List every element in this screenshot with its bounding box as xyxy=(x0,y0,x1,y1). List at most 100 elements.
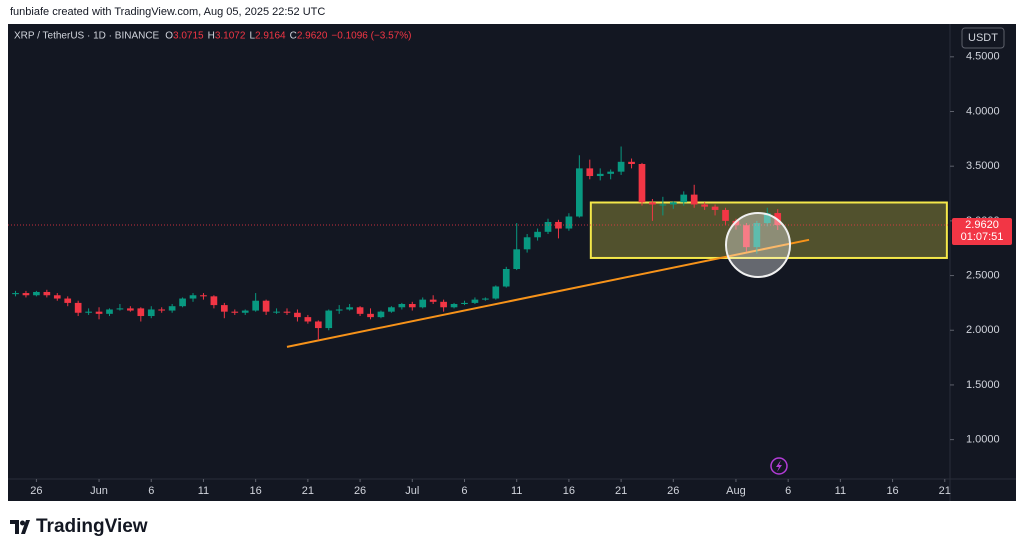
candle-body xyxy=(701,204,708,207)
ohlc-value: 2.9620 xyxy=(297,31,328,42)
x-tick-label: 6 xyxy=(461,485,467,497)
alert-icon-bolt xyxy=(776,460,782,472)
logo-dot xyxy=(20,520,25,526)
candle-body xyxy=(43,291,51,296)
candle-body xyxy=(753,223,761,248)
candle-body xyxy=(659,204,667,206)
x-tick-label: 6 xyxy=(785,485,791,497)
x-tick-label: 11 xyxy=(511,485,522,497)
footer-brand: TradingView xyxy=(36,516,148,537)
candle-body xyxy=(607,171,615,174)
x-tick-label: 26 xyxy=(667,485,679,497)
candle-body xyxy=(575,168,583,217)
x-tick-label: 21 xyxy=(302,485,314,497)
candle-body xyxy=(179,298,186,307)
candle-body xyxy=(304,317,312,322)
candle-body xyxy=(722,209,729,221)
candle-body xyxy=(294,312,301,318)
candle-body xyxy=(137,308,145,317)
candle-body xyxy=(356,307,364,314)
x-tick-label: 16 xyxy=(250,485,262,497)
chart-panel xyxy=(8,24,1016,501)
candle-body xyxy=(377,311,385,318)
currency-box xyxy=(961,27,1005,49)
candle-body xyxy=(763,213,771,224)
candle-body xyxy=(241,310,249,313)
candle-body xyxy=(544,221,552,232)
candle-body xyxy=(210,296,218,306)
x-tick-label: 16 xyxy=(563,485,575,497)
y-tick-label: 1.0000 xyxy=(966,434,1000,446)
ohlc-key: H xyxy=(208,31,215,42)
trendline xyxy=(286,238,810,348)
y-tick-label: 3.5000 xyxy=(966,160,1000,172)
candle-body xyxy=(53,295,61,299)
candle-body xyxy=(408,304,416,308)
x-tick-label: 26 xyxy=(30,485,42,497)
candle-body xyxy=(638,164,646,203)
candle-body xyxy=(513,249,521,269)
candle-body xyxy=(95,311,103,314)
last-price-box xyxy=(952,218,1012,246)
candle-body xyxy=(367,313,374,318)
ohlc-value: 2.9164 xyxy=(255,31,286,42)
candle-body xyxy=(596,173,604,177)
candle-body xyxy=(116,308,124,310)
x-tick-label: 11 xyxy=(198,485,209,497)
candle-body xyxy=(398,304,406,308)
candle-body xyxy=(273,311,280,313)
candle-body xyxy=(33,291,40,296)
y-tick-label: 2.0000 xyxy=(966,324,1000,336)
candle-body xyxy=(711,206,719,210)
ohlc-key: L xyxy=(249,31,255,42)
candle-body xyxy=(85,311,92,313)
candle-body xyxy=(628,161,635,164)
candle-body xyxy=(346,307,353,310)
candle-body xyxy=(617,161,625,172)
candle-body xyxy=(64,298,72,303)
candle-body xyxy=(523,237,531,250)
candle-body xyxy=(419,299,427,308)
ohlc-value: 3.1072 xyxy=(215,31,246,42)
x-tick-label: Jun xyxy=(90,485,108,497)
candle-body xyxy=(127,308,134,311)
candle-body xyxy=(252,300,260,311)
candle-body xyxy=(12,293,19,295)
candle-body xyxy=(168,306,176,311)
candle-body xyxy=(471,299,479,303)
candle-body xyxy=(492,286,500,299)
footer-logo xyxy=(10,520,30,534)
candle-body xyxy=(231,311,239,313)
candle-body xyxy=(534,231,541,238)
y-tick-label: 1.5000 xyxy=(966,379,1000,391)
change: −0.1096 (−3.57%) xyxy=(331,31,411,42)
candle-body xyxy=(220,305,228,312)
candle-body xyxy=(690,194,698,205)
candle-body xyxy=(565,216,573,229)
alert-icon[interactable] xyxy=(770,457,788,475)
x-tick-label: 26 xyxy=(354,485,366,497)
x-tick-label: Aug xyxy=(726,485,746,497)
last-price-label: 2.9620 xyxy=(965,219,999,231)
candle-body xyxy=(74,302,82,313)
candle-body xyxy=(586,168,594,177)
ohlc-key: O xyxy=(165,31,173,42)
candle-body xyxy=(388,307,395,312)
candle-body xyxy=(461,302,468,304)
candle-body xyxy=(262,300,270,312)
candle-body xyxy=(147,309,155,317)
y-tick-label: 2.5000 xyxy=(966,269,1000,281)
candle-body xyxy=(680,194,688,203)
y-tick-label: 4.5000 xyxy=(966,51,1000,63)
candle-body xyxy=(22,293,30,296)
ohlc-value: 3.0715 xyxy=(173,31,204,42)
logo-mark xyxy=(10,520,30,534)
header-credit: funbiafe created with TradingView.com, A… xyxy=(10,6,325,18)
candle-body xyxy=(283,311,291,313)
candle-body xyxy=(314,321,322,329)
plot-area xyxy=(8,146,950,348)
x-tick-label: 11 xyxy=(835,485,846,497)
candle-body xyxy=(158,309,166,311)
candle-body xyxy=(649,202,656,205)
